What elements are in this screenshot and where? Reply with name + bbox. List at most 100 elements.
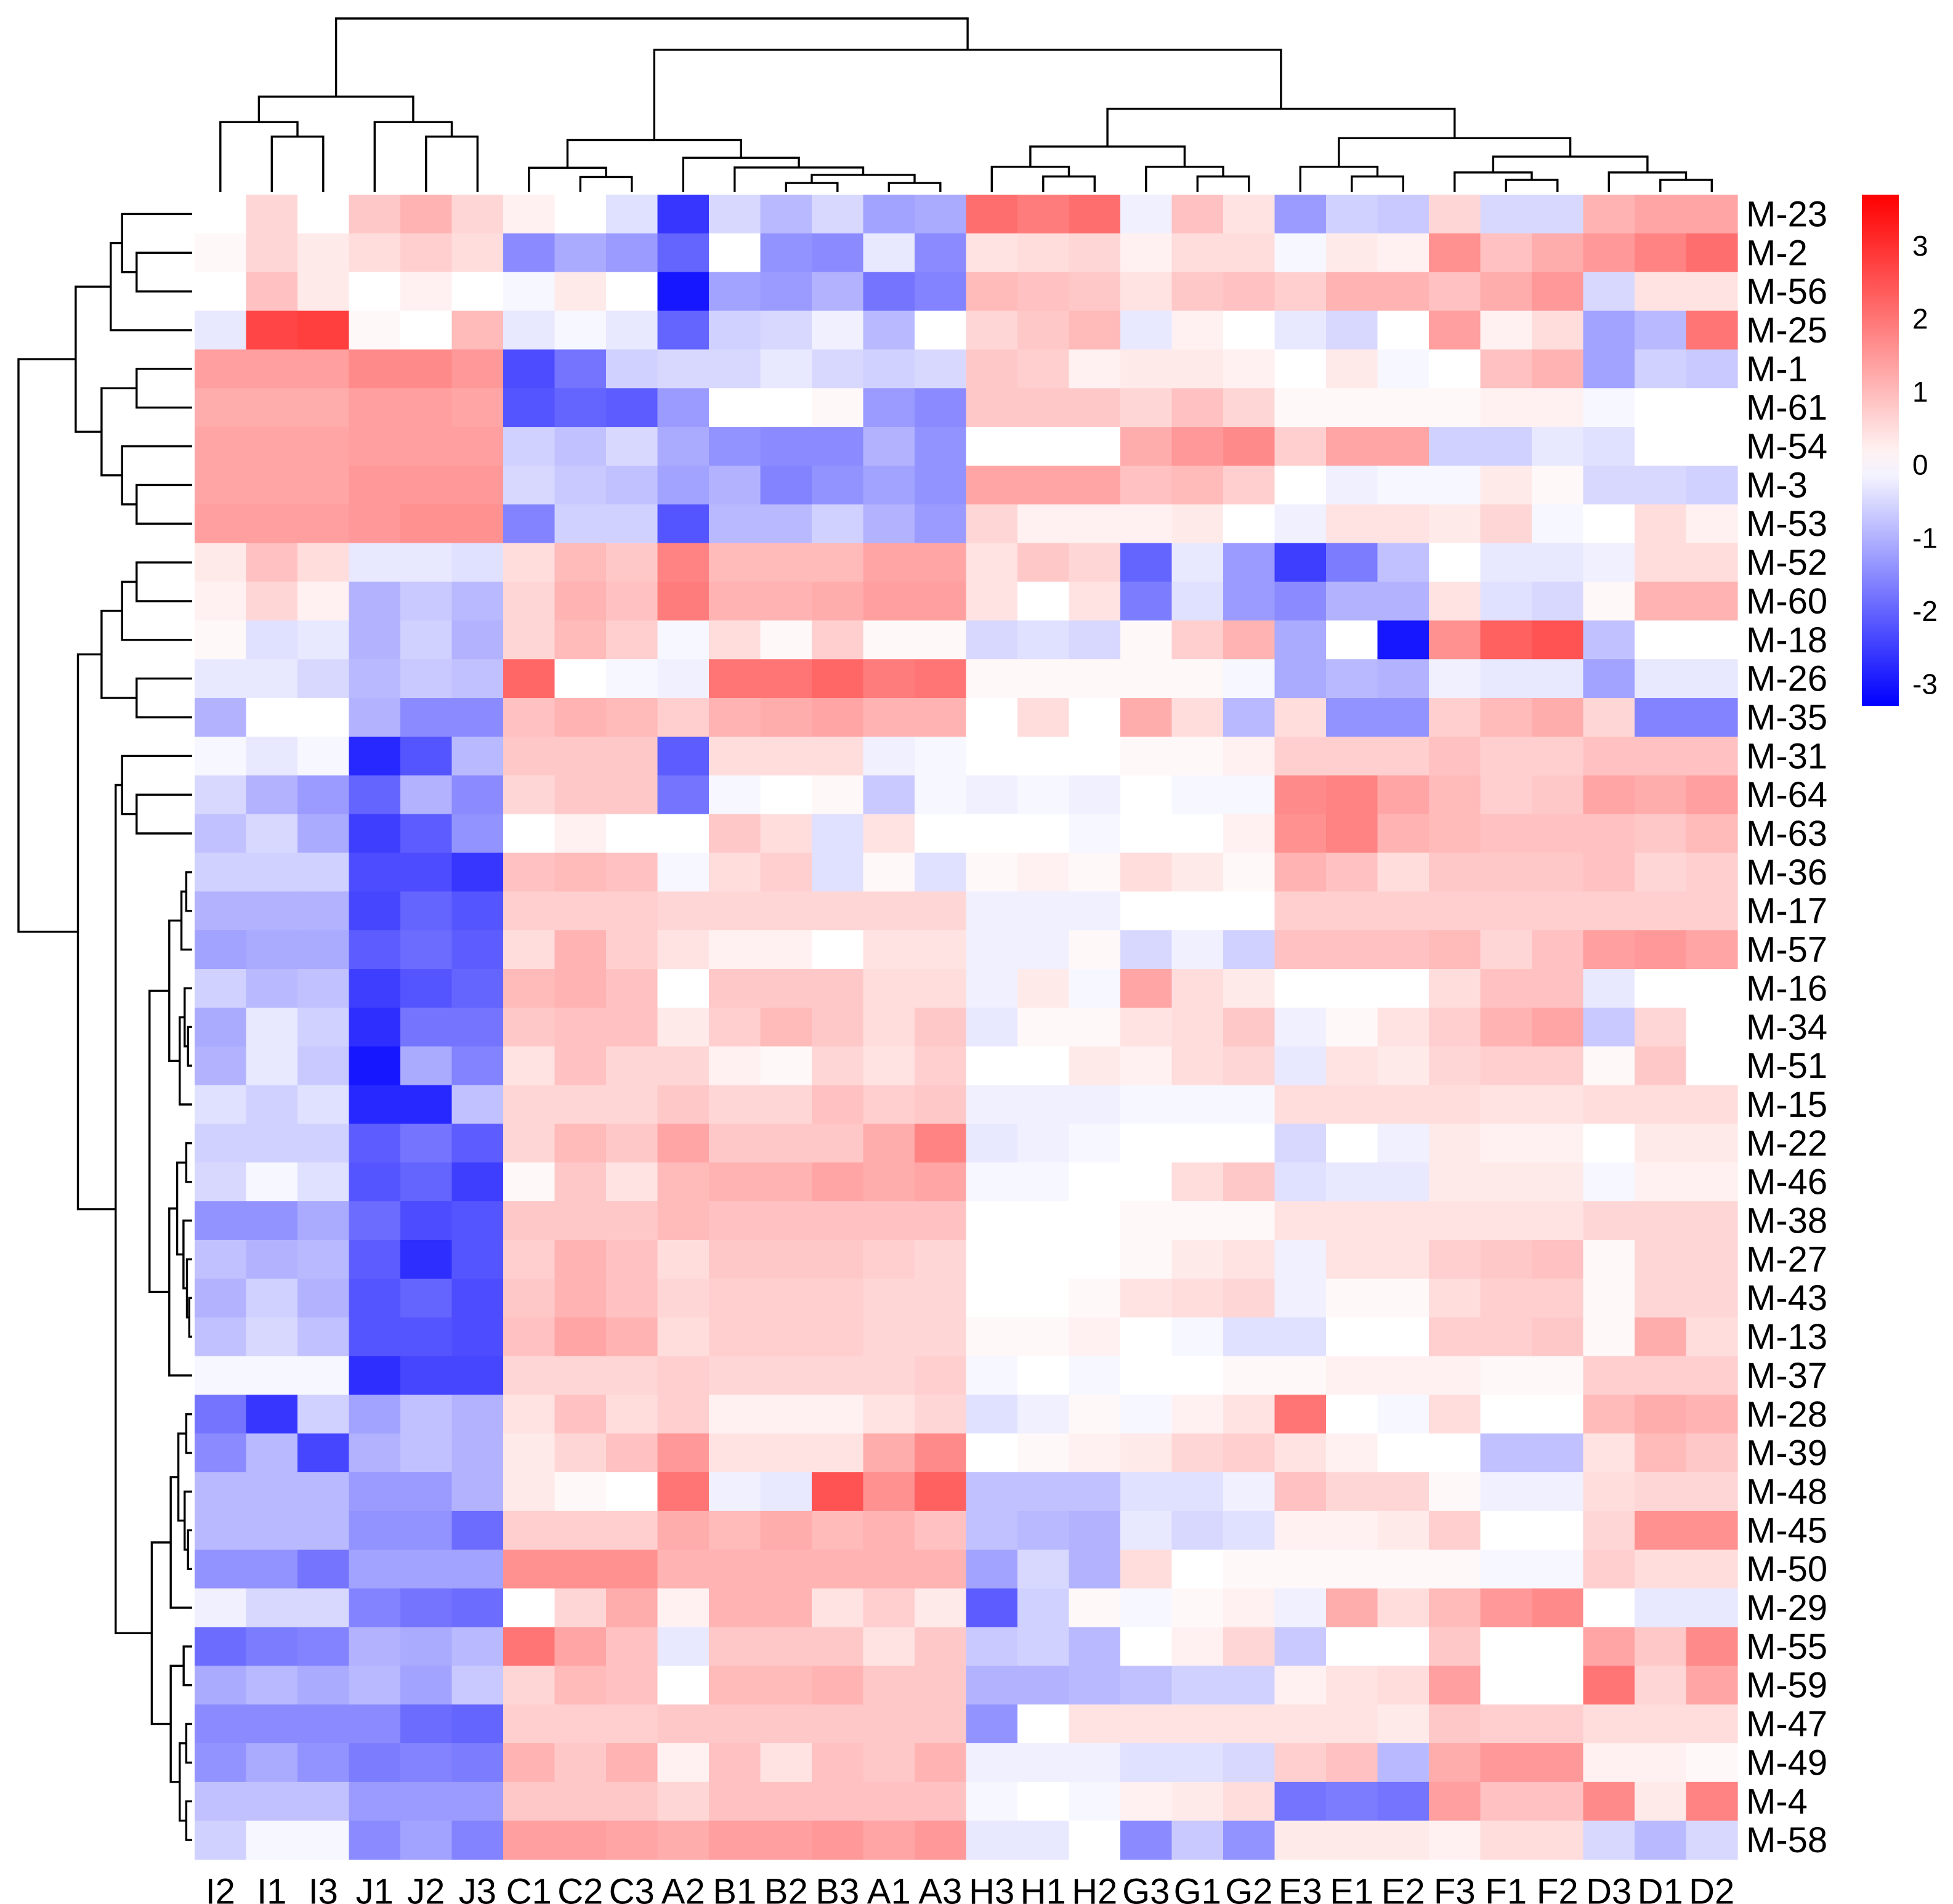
heatmap-cell <box>1274 1627 1327 1666</box>
heatmap-cell <box>1429 1549 1481 1589</box>
column-label: E3 <box>1279 1872 1322 1904</box>
heatmap-cell <box>1223 427 1276 466</box>
heatmap-cell <box>1171 272 1224 312</box>
heatmap-cell <box>760 620 812 660</box>
heatmap-cell <box>1635 1472 1687 1512</box>
heatmap-cell <box>1635 233 1687 273</box>
heatmap-cell <box>349 310 401 350</box>
heatmap-cell <box>1120 1356 1173 1395</box>
heatmap-cell <box>349 659 401 699</box>
heatmap-cell <box>812 1278 864 1318</box>
heatmap-cell <box>709 1162 761 1202</box>
heatmap-cell <box>657 930 710 970</box>
legend-tick-label: -2 <box>1912 595 1938 627</box>
heatmap-cell <box>606 853 658 892</box>
heatmap-cell <box>966 659 1018 699</box>
heatmap-cell <box>1326 1704 1378 1744</box>
heatmap-cell <box>1532 1627 1584 1666</box>
heatmap-cell <box>1069 1781 1121 1821</box>
heatmap-cell <box>709 969 761 1008</box>
heatmap-cell <box>400 465 453 505</box>
heatmap-cell <box>1429 1510 1481 1550</box>
heatmap-cell <box>1171 930 1224 970</box>
heatmap-cell <box>1429 891 1481 931</box>
heatmap-cell <box>606 659 658 699</box>
heatmap-cell <box>812 1007 864 1047</box>
heatmap-cell <box>400 814 453 854</box>
dendrogram-branch <box>785 182 839 192</box>
row-label: M-35 <box>1746 697 1827 737</box>
heatmap-cell <box>1326 1666 1378 1705</box>
heatmap-cell <box>1069 814 1121 854</box>
heatmap-cell <box>1274 1588 1327 1628</box>
heatmap-cell <box>709 1356 761 1395</box>
heatmap-cell <box>349 1820 401 1860</box>
dendrogram-branch <box>566 139 742 168</box>
heatmap-cell <box>1069 659 1121 699</box>
heatmap-cell <box>400 1704 453 1744</box>
heatmap-cell <box>1223 504 1276 544</box>
heatmap-cell <box>1223 1627 1276 1666</box>
heatmap-cell <box>1069 1085 1121 1124</box>
heatmap-cell <box>1223 1743 1276 1783</box>
heatmap-cell <box>966 1162 1018 1202</box>
heatmap-cell <box>1120 1627 1173 1666</box>
heatmap-cell <box>554 388 607 427</box>
heatmap-cell <box>966 1588 1018 1628</box>
heatmap-cell <box>760 1820 812 1860</box>
heatmap-cell <box>915 1046 967 1086</box>
heatmap-cell <box>1429 1433 1481 1473</box>
heatmap-cell <box>606 427 658 466</box>
heatmap-cell <box>606 775 658 815</box>
heatmap-cell <box>1017 736 1070 776</box>
heatmap-cell <box>297 504 350 544</box>
heatmap-cell <box>503 930 556 970</box>
heatmap-cell <box>400 1666 453 1705</box>
heatmap-cell <box>1377 1472 1429 1512</box>
heatmap-cell <box>1532 1820 1584 1860</box>
dendrogram-branch <box>888 182 942 192</box>
heatmap-cell <box>1069 1046 1121 1086</box>
heatmap-cell <box>1223 969 1276 1008</box>
heatmap-cell <box>812 1627 864 1666</box>
heatmap-cell <box>1377 620 1429 660</box>
heatmap-cell <box>246 1085 298 1124</box>
heatmap-cell <box>1429 1588 1481 1628</box>
heatmap-cell <box>760 775 812 815</box>
row-label: M-13 <box>1746 1317 1827 1357</box>
heatmap-cell <box>606 1588 658 1628</box>
heatmap-cell <box>812 1549 864 1589</box>
heatmap-cell <box>1377 1588 1429 1628</box>
heatmap-cell <box>1223 543 1276 583</box>
heatmap-cell <box>709 930 761 970</box>
heatmap-cell <box>1223 891 1276 931</box>
heatmap-cell <box>400 504 453 544</box>
heatmap-cell <box>554 1820 607 1860</box>
heatmap-cell <box>1686 620 1738 660</box>
heatmap-cell <box>349 1201 401 1241</box>
heatmap-cell <box>863 272 915 312</box>
heatmap-cell <box>1377 1124 1429 1163</box>
dendrogram-branch <box>184 1490 192 1551</box>
heatmap-cell <box>246 1356 298 1395</box>
heatmap-cell <box>709 1704 761 1744</box>
heatmap-cell <box>606 1239 658 1279</box>
heatmap-cell <box>1120 736 1173 776</box>
heatmap-cell <box>246 504 298 544</box>
heatmap-cell <box>246 543 298 583</box>
heatmap-cell <box>915 1820 967 1860</box>
heatmap-cell <box>1069 195 1121 234</box>
heatmap-cell <box>349 1588 401 1628</box>
heatmap-cell <box>1120 1124 1173 1163</box>
heatmap-cell <box>1120 581 1173 621</box>
heatmap-cell <box>1069 1356 1121 1395</box>
heatmap-cell <box>1069 1588 1121 1628</box>
row-label: M-25 <box>1746 310 1827 350</box>
heatmap-cell <box>1274 1007 1327 1047</box>
row-label: M-53 <box>1746 504 1827 544</box>
heatmap-cell <box>195 775 247 815</box>
heatmap-cell <box>503 659 556 699</box>
heatmap-cell <box>1171 1162 1224 1202</box>
heatmap-cell <box>1120 969 1173 1008</box>
heatmap-cell <box>400 853 453 892</box>
